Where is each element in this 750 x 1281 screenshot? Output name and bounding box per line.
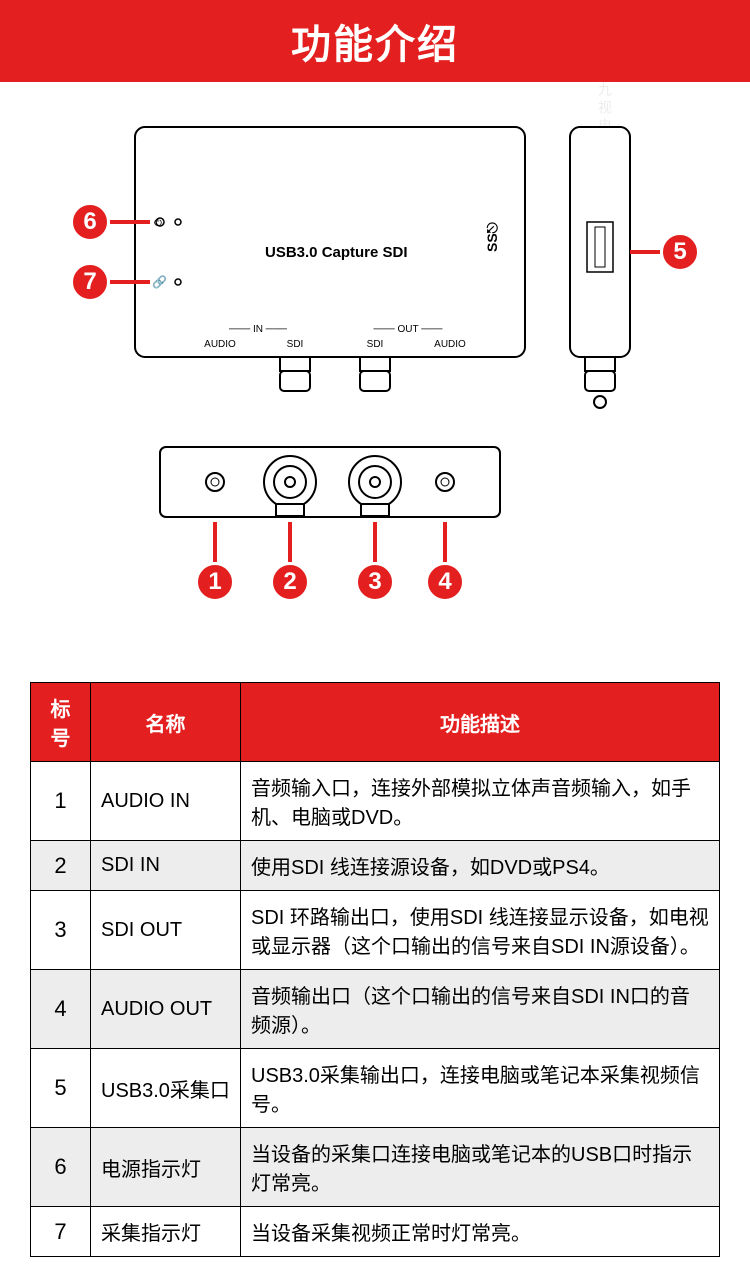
- table-row: 3SDI OUTSDI 环路输出口，使用SDI 线连接显示设备，如电视或显示器（…: [31, 891, 720, 970]
- svg-text:🔗: 🔗: [152, 274, 167, 289]
- device-front-view: [130, 442, 530, 552]
- label-audio-in: AUDIO: [204, 339, 236, 350]
- cell-id: 1: [31, 762, 91, 841]
- th-name: 名称: [91, 683, 241, 762]
- callout-badge-4: 4: [425, 562, 465, 602]
- callout-badge-2: 2: [270, 562, 310, 602]
- callout-7: 7: [70, 262, 150, 302]
- device-top-view: ⏻ 🔗 USB3.0 Capture SDI SS⎋ ─── IN ─── ──…: [130, 122, 530, 402]
- cell-name: 采集指示灯: [91, 1207, 241, 1257]
- table-row: 7采集指示灯当设备采集视频正常时灯常亮。: [31, 1207, 720, 1257]
- spec-table: 标号 名称 功能描述 1AUDIO IN音频输入口，连接外部模拟立体声音频输入，…: [30, 682, 720, 1257]
- cell-id: 7: [31, 1207, 91, 1257]
- th-desc: 功能描述: [241, 683, 720, 762]
- th-id: 标号: [31, 683, 91, 762]
- cell-desc: 音频输出口（这个口输出的信号来自SDI IN口的音频源）。: [241, 970, 720, 1049]
- svg-text:─── OUT ───: ─── OUT ───: [373, 324, 444, 335]
- cell-desc: SDI 环路输出口，使用SDI 线连接显示设备，如电视或显示器（这个口输出的信号…: [241, 891, 720, 970]
- cell-name: USB3.0采集口: [91, 1049, 241, 1128]
- svg-text:⏻: ⏻: [154, 218, 162, 229]
- cell-id: 2: [31, 841, 91, 891]
- table-row: 6电源指示灯当设备的采集口连接电脑或笔记本的USB口时指示灯常亮。: [31, 1128, 720, 1207]
- cell-name: SDI IN: [91, 841, 241, 891]
- callout-2: 2: [270, 522, 310, 602]
- cell-name: AUDIO OUT: [91, 970, 241, 1049]
- callout-badge-5: 5: [660, 232, 700, 272]
- table-row: 2SDI IN使用SDI 线连接源设备，如DVD或PS4。: [31, 841, 720, 891]
- callout-badge-6: 6: [70, 202, 110, 242]
- callout-badge-1: 1: [195, 562, 235, 602]
- cell-id: 4: [31, 970, 91, 1049]
- label-audio-out: AUDIO: [434, 339, 466, 350]
- svg-text:─── IN ───: ─── IN ───: [228, 324, 288, 335]
- cell-name: AUDIO IN: [91, 762, 241, 841]
- device-label-text: USB3.0 Capture SDI: [265, 244, 408, 261]
- cell-desc: 当设备的采集口连接电脑或笔记本的USB口时指示灯常亮。: [241, 1128, 720, 1207]
- header: 功能介绍: [0, 0, 750, 82]
- page-title: 功能介绍: [291, 12, 459, 70]
- cell-desc: 使用SDI 线连接源设备，如DVD或PS4。: [241, 841, 720, 891]
- table-row: 4AUDIO OUT音频输出口（这个口输出的信号来自SDI IN口的音频源）。: [31, 970, 720, 1049]
- callout-badge-3: 3: [355, 562, 395, 602]
- label-sdi-in: SDI: [287, 339, 304, 350]
- callout-3: 3: [355, 522, 395, 602]
- cell-name: 电源指示灯: [91, 1128, 241, 1207]
- label-sdi-out: SDI: [367, 339, 384, 350]
- cell-desc: 音频输入口，连接外部模拟立体声音频输入，如手机、电脑或DVD。: [241, 762, 720, 841]
- spec-table-wrap: 标号 名称 功能描述 1AUDIO IN音频输入口，连接外部模拟立体声音频输入，…: [0, 652, 750, 1277]
- cell-desc: 当设备采集视频正常时灯常亮。: [241, 1207, 720, 1257]
- callout-6: 6: [70, 202, 150, 242]
- callout-badge-7: 7: [70, 262, 110, 302]
- cell-desc: USB3.0采集输出口，连接电脑或笔记本采集视频信号。: [241, 1049, 720, 1128]
- callout-1: 1: [195, 522, 235, 602]
- device-side-view: [565, 122, 635, 432]
- cell-id: 3: [31, 891, 91, 970]
- callout-5: 5: [630, 232, 700, 272]
- cell-id: 5: [31, 1049, 91, 1128]
- callout-4: 4: [425, 522, 465, 602]
- device-diagram: 九视电子 九视电子 九视电子 九视电子 ⏻ 🔗 USB3.0 Capture S…: [0, 82, 750, 652]
- table-row: 1AUDIO IN音频输入口，连接外部模拟立体声音频输入，如手机、电脑或DVD。: [31, 762, 720, 841]
- cell-id: 6: [31, 1128, 91, 1207]
- cell-name: SDI OUT: [91, 891, 241, 970]
- table-row: 5USB3.0采集口USB3.0采集输出口，连接电脑或笔记本采集视频信号。: [31, 1049, 720, 1128]
- svg-text:SS⎋: SS⎋: [484, 222, 500, 252]
